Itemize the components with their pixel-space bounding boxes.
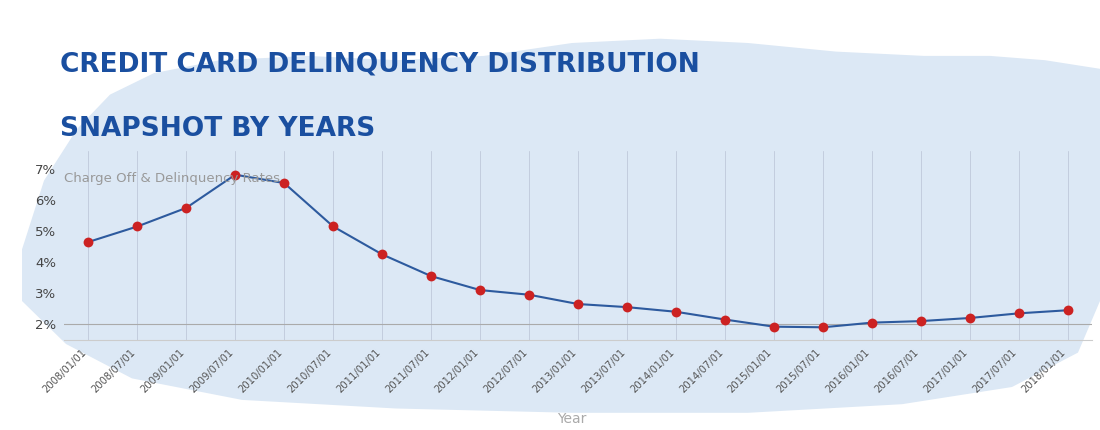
Point (79, 239, 97, 246)
Point (373, 251, 390, 258)
Point (227, 171, 244, 178)
Point (618, 304, 636, 310)
Text: Charge Off & Delinquency Rates: Charge Off & Delinquency Rates (64, 172, 279, 185)
Point (668, 308, 685, 315)
Point (864, 319, 881, 326)
Text: CREDIT CARD DELINQUENCY DISTRIBUTION: CREDIT CARD DELINQUENCY DISTRIBUTION (60, 52, 701, 77)
Point (129, 223, 146, 230)
Point (716, 316, 734, 323)
Point (177, 204, 195, 211)
Text: SNAPSHOT BY YEARS: SNAPSHOT BY YEARS (60, 116, 376, 142)
Polygon shape (22, 39, 1100, 413)
Text: Year: Year (558, 412, 586, 426)
Point (1059, 307, 1077, 313)
Point (570, 301, 587, 307)
Point (814, 324, 832, 331)
Point (422, 273, 440, 280)
Point (275, 180, 293, 187)
Point (471, 287, 488, 294)
Point (766, 323, 783, 330)
Point (520, 291, 538, 298)
Point (1010, 310, 1027, 317)
Point (324, 223, 342, 230)
Point (912, 318, 930, 325)
Point (961, 315, 979, 322)
